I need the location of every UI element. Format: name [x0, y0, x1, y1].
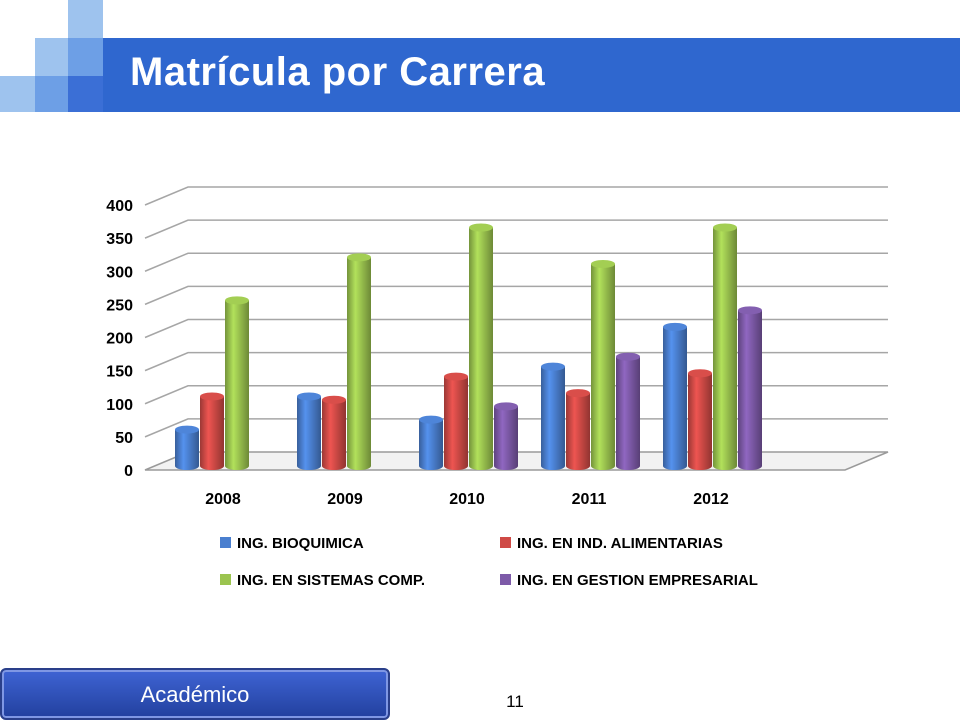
x-tick-label: 2008	[205, 491, 241, 508]
gridline	[144, 252, 888, 272]
bar-2009-series-2	[347, 257, 371, 470]
decor-square	[68, 38, 103, 76]
legend-label: ING. BIOQUIMICA	[237, 535, 364, 552]
bar-top-2012-series-1	[688, 369, 712, 378]
gridline	[144, 285, 888, 306]
y-tick-label: 250	[106, 297, 133, 314]
page-title: Matrícula por Carrera	[130, 50, 546, 94]
legend-swatch	[500, 537, 511, 548]
bar-top-2012-series-3	[738, 306, 762, 315]
y-tick-label: 50	[115, 430, 133, 447]
y-tick-label: 100	[106, 397, 133, 414]
gridline	[144, 385, 888, 405]
bar-top-2011-series-3	[616, 352, 640, 361]
legend-swatch	[220, 537, 231, 548]
bar-2008-series-2	[225, 300, 249, 470]
bar-2012-series-3	[738, 310, 762, 470]
bar-2011-series-1	[566, 393, 590, 470]
title-bar	[103, 38, 960, 112]
decor-square	[35, 38, 68, 76]
bar-2012-series-0	[663, 326, 687, 470]
y-tick-label: 350	[106, 231, 133, 248]
x-tick-label: 2010	[449, 491, 485, 508]
bar-top-2010-series-0	[419, 415, 443, 424]
decor-square	[68, 0, 103, 38]
bar-top-2010-series-3	[494, 402, 518, 411]
bar-top-2009-series-2	[347, 253, 371, 262]
bar-2008-series-0	[175, 429, 199, 470]
legend-label: ING. EN GESTION EMPRESARIAL	[517, 572, 758, 589]
y-tick-label: 200	[106, 331, 133, 348]
y-tick-label: 300	[106, 264, 133, 281]
page-number: 11	[506, 692, 524, 711]
bar-top-2008-series-2	[225, 296, 249, 305]
bar-top-2011-series-1	[566, 389, 590, 398]
bar-2010-series-1	[444, 376, 468, 470]
bar-top-2008-series-0	[175, 425, 199, 434]
y-tick-label: 150	[106, 364, 133, 381]
x-tick-label: 2011	[572, 491, 607, 508]
legend-label: ING. EN SISTEMAS COMP.	[237, 572, 425, 589]
x-tick-label: 2009	[327, 491, 363, 508]
bar-top-2010-series-2	[469, 223, 493, 232]
bar-2011-series-3	[616, 356, 640, 470]
decor-square	[35, 76, 68, 112]
decor-square	[68, 76, 103, 112]
bar-top-2009-series-1	[322, 395, 346, 404]
bar-2009-series-0	[297, 396, 321, 470]
legend-swatch	[500, 574, 511, 585]
bar-2011-series-0	[541, 366, 565, 470]
bar-top-2012-series-0	[663, 322, 687, 331]
bar-2008-series-1	[200, 396, 224, 470]
bar-top-2011-series-2	[591, 259, 615, 268]
gridline	[144, 219, 888, 239]
x-tick-label: 2012	[693, 491, 729, 508]
gridline	[144, 318, 888, 339]
bar-top-2008-series-1	[200, 392, 224, 401]
bar-2010-series-2	[469, 227, 493, 470]
gridline	[144, 418, 888, 438]
bar-top-2011-series-0	[541, 362, 565, 371]
bar-chart: 0 50 100 150 200 250 300 350 400 2008 2009 2010 2011…	[106, 186, 889, 589]
y-tick-label: 400	[106, 198, 133, 215]
bar-2011-series-2	[591, 263, 615, 470]
bar-2010-series-0	[419, 419, 443, 470]
bar-2010-series-3	[494, 406, 518, 470]
legend-label: ING. EN IND. ALIMENTARIAS	[517, 535, 723, 552]
gridline	[144, 351, 888, 372]
bar-2012-series-2	[713, 227, 737, 470]
academico-button[interactable]: Académico	[0, 668, 390, 720]
academico-button-label: Académico	[140, 682, 250, 707]
y-tick-label: 0	[124, 463, 133, 480]
bar-2009-series-1	[322, 399, 346, 470]
decor-square	[0, 76, 35, 112]
bar-2012-series-1	[688, 373, 712, 470]
legend-swatch	[220, 574, 231, 585]
bar-top-2009-series-0	[297, 392, 321, 401]
gridline	[144, 186, 888, 206]
bar-top-2012-series-2	[713, 223, 737, 232]
bar-top-2010-series-1	[444, 372, 468, 381]
